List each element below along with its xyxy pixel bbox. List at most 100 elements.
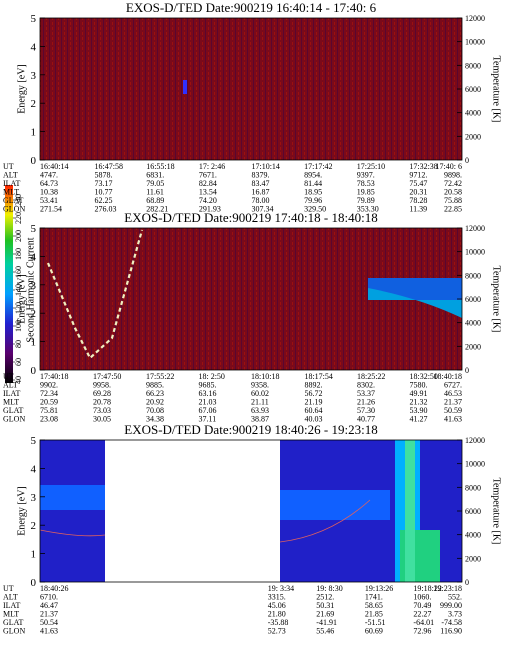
- table-cell: 9685.: [198, 381, 216, 390]
- table-cell: 30.05: [93, 415, 111, 424]
- table-cell: 21.32: [409, 398, 427, 407]
- table-cell: 17:10:14: [251, 162, 279, 171]
- table-row-label: GLAT: [3, 196, 24, 205]
- table-cell: 17:40:18: [40, 372, 68, 381]
- table-cell: 19: 3:34: [268, 584, 294, 593]
- table-cell: 81.44: [304, 179, 322, 188]
- table-cell: 52.73: [268, 627, 286, 636]
- table-cell: 83.47: [251, 179, 269, 188]
- colorbar-tick-label: 60: [14, 358, 23, 366]
- table-cell: -35.88: [268, 618, 289, 627]
- colorbar-label: Second Harmonic Current: [25, 237, 36, 342]
- y2-tick-label: 0: [465, 156, 469, 165]
- table-cell: 21.69: [316, 610, 334, 619]
- table-cell: 10.77: [95, 188, 113, 197]
- table-cell: 16.87: [251, 188, 269, 197]
- table-cell: 46.47: [40, 601, 58, 610]
- y-tick-label: 0: [31, 577, 37, 589]
- table-cell: 116.90: [440, 627, 462, 636]
- table-cell: 8302.: [357, 381, 375, 390]
- table-cell: 17:55:22: [146, 372, 174, 381]
- table-cell: 50.54: [40, 618, 58, 627]
- table-row-label: ALT: [3, 171, 18, 180]
- y2-tick-label: 8000: [465, 271, 481, 280]
- table-cell: 18:17:54: [304, 372, 332, 381]
- table-cell: 53.90: [409, 406, 427, 415]
- table-cell: 55.46: [316, 627, 334, 636]
- table-row-label: GLON: [3, 205, 25, 214]
- table-cell: 37.11: [198, 415, 216, 424]
- table-cell: 46.53: [444, 389, 462, 398]
- table-cell: 18:10:18: [251, 372, 279, 381]
- y-tick-label: 0: [31, 365, 37, 377]
- table-row-label: ILAT: [3, 389, 20, 398]
- colorbar-tick-label: 160: [14, 266, 23, 278]
- table-cell: 60.02: [251, 389, 269, 398]
- table-cell: 18: 2:50: [198, 372, 224, 381]
- table-cell: 17:47:50: [93, 372, 121, 381]
- table-cell: 79.89: [357, 196, 375, 205]
- table-cell: 82.84: [199, 179, 217, 188]
- y2-tick-label: 12000: [465, 224, 485, 233]
- table-cell: 3315.: [268, 593, 286, 602]
- colorbar-tick-label: 120: [14, 302, 23, 314]
- table-cell: 329.50: [304, 205, 326, 214]
- y2-axis-label: Temperature [K]: [491, 478, 502, 545]
- table-cell: 8954.: [304, 171, 322, 180]
- y-axis-label: Energy [eV]: [16, 486, 27, 536]
- table-cell: 21.19: [304, 398, 322, 407]
- y2-tick-label: 6000: [465, 507, 481, 516]
- table-cell: 67.06: [198, 406, 216, 415]
- table-cell: 70.08: [146, 406, 164, 415]
- table-cell: 17:32:38: [409, 162, 437, 171]
- panel-title: EXOS-D/TED Date:900219 17:40:18 - 18:40:…: [124, 210, 377, 225]
- table-cell: 8379.: [251, 171, 269, 180]
- table-cell: 276.03: [95, 205, 117, 214]
- colorbar-tick-label: 200: [14, 230, 23, 242]
- table-row-label: MLT: [3, 188, 19, 197]
- table-cell: 271.54: [40, 205, 62, 214]
- table-cell: 53.41: [40, 196, 58, 205]
- table-row-label: ALT: [3, 381, 18, 390]
- spectrogram: [40, 440, 105, 582]
- table-cell: 18.95: [304, 188, 322, 197]
- y-tick-label: 3: [31, 70, 37, 82]
- table-cell: 19:18:22: [413, 584, 441, 593]
- table-row-label: GLON: [3, 627, 25, 636]
- table-cell: 69.28: [93, 389, 111, 398]
- table-cell: 16:55:18: [146, 162, 174, 171]
- table-cell: 19:23:18: [434, 584, 462, 593]
- y2-tick-label: 12000: [465, 436, 485, 445]
- y2-tick-label: 2000: [465, 554, 481, 563]
- panel-title: EXOS-D/TED Date:900219 16:40:14 - 17:40:…: [126, 0, 377, 15]
- colorbar-tick-label: 40: [14, 376, 23, 384]
- table-row-label: UT: [3, 584, 14, 593]
- table-cell: 75.81: [40, 406, 58, 415]
- y2-tick-label: 8000: [465, 61, 481, 70]
- table-cell: 60.64: [304, 406, 322, 415]
- y-axis-label: Energy [eV]: [16, 64, 27, 114]
- table-cell: 53.37: [357, 389, 375, 398]
- colorbar-tick-label: 140: [14, 284, 23, 296]
- table-cell: 20.78: [93, 398, 111, 407]
- table-cell: 4747.: [40, 171, 58, 180]
- table-cell: 11.61: [146, 188, 164, 197]
- table-row-label: ILAT: [3, 601, 20, 610]
- table-cell: 45.06: [268, 601, 286, 610]
- table-row-label: ILAT: [3, 179, 20, 188]
- table-cell: 20.31: [409, 188, 427, 197]
- table-cell: 552.: [448, 593, 462, 602]
- table-row-label: MLT: [3, 398, 19, 407]
- table-cell: 50.31: [316, 601, 334, 610]
- spectrogram-feature: [40, 485, 105, 510]
- table-cell: 13.54: [199, 188, 217, 197]
- table-cell: 79.96: [304, 196, 322, 205]
- colorbar-tick-label: 100: [14, 320, 23, 332]
- y2-tick-label: 4000: [465, 531, 481, 540]
- table-cell: 17: 2:46: [199, 162, 225, 171]
- table-cell: 19: 8:30: [316, 584, 342, 593]
- colorbar-tick-label: 220: [14, 212, 23, 224]
- y-tick-label: 3: [31, 492, 37, 504]
- table-cell: 64.73: [40, 179, 58, 188]
- table-cell: 72.34: [40, 389, 58, 398]
